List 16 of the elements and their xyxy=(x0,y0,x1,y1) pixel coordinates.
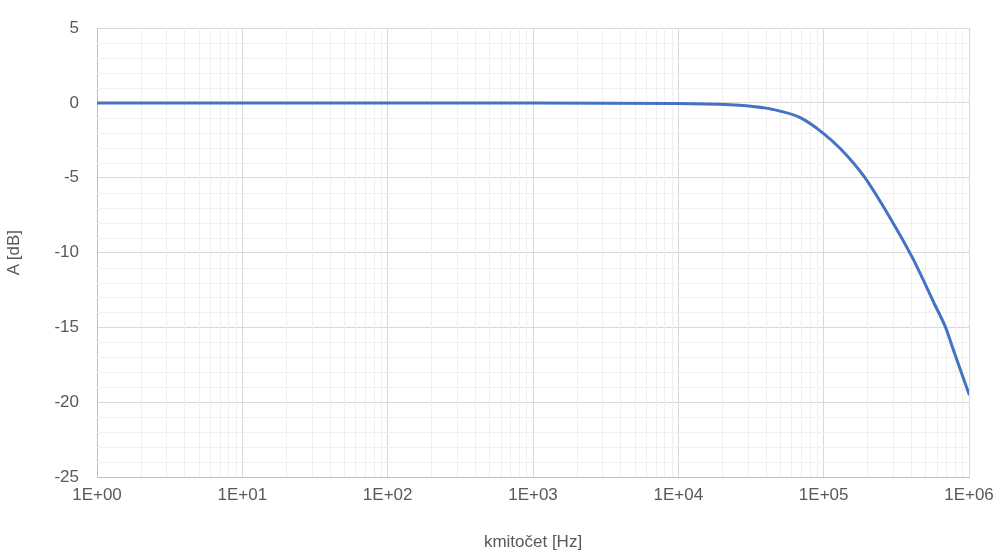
y-tick-label: -10 xyxy=(54,242,79,262)
y-tick-label: 0 xyxy=(69,92,79,112)
x-tick-label: 1E+06 xyxy=(944,484,994,504)
y-axis-title: A [dB] xyxy=(3,229,23,276)
x-tick-label: 1E+04 xyxy=(653,484,704,504)
x-tick-label: 1E+03 xyxy=(508,484,558,504)
y-tick-label: -25 xyxy=(54,466,79,486)
y-tick-label: -5 xyxy=(63,167,79,187)
x-tick-label: 1E+00 xyxy=(72,484,122,504)
x-tick-label: 1E+02 xyxy=(362,484,413,504)
x-tick-label: 1E+01 xyxy=(217,484,268,504)
y-tick-label: 5 xyxy=(69,17,79,37)
y-tick-label: -15 xyxy=(54,317,79,337)
x-axis-title: kmitočet [Hz] xyxy=(483,532,583,552)
x-tick-label: 1E+05 xyxy=(798,484,849,504)
y-tick-label: -20 xyxy=(54,391,79,411)
